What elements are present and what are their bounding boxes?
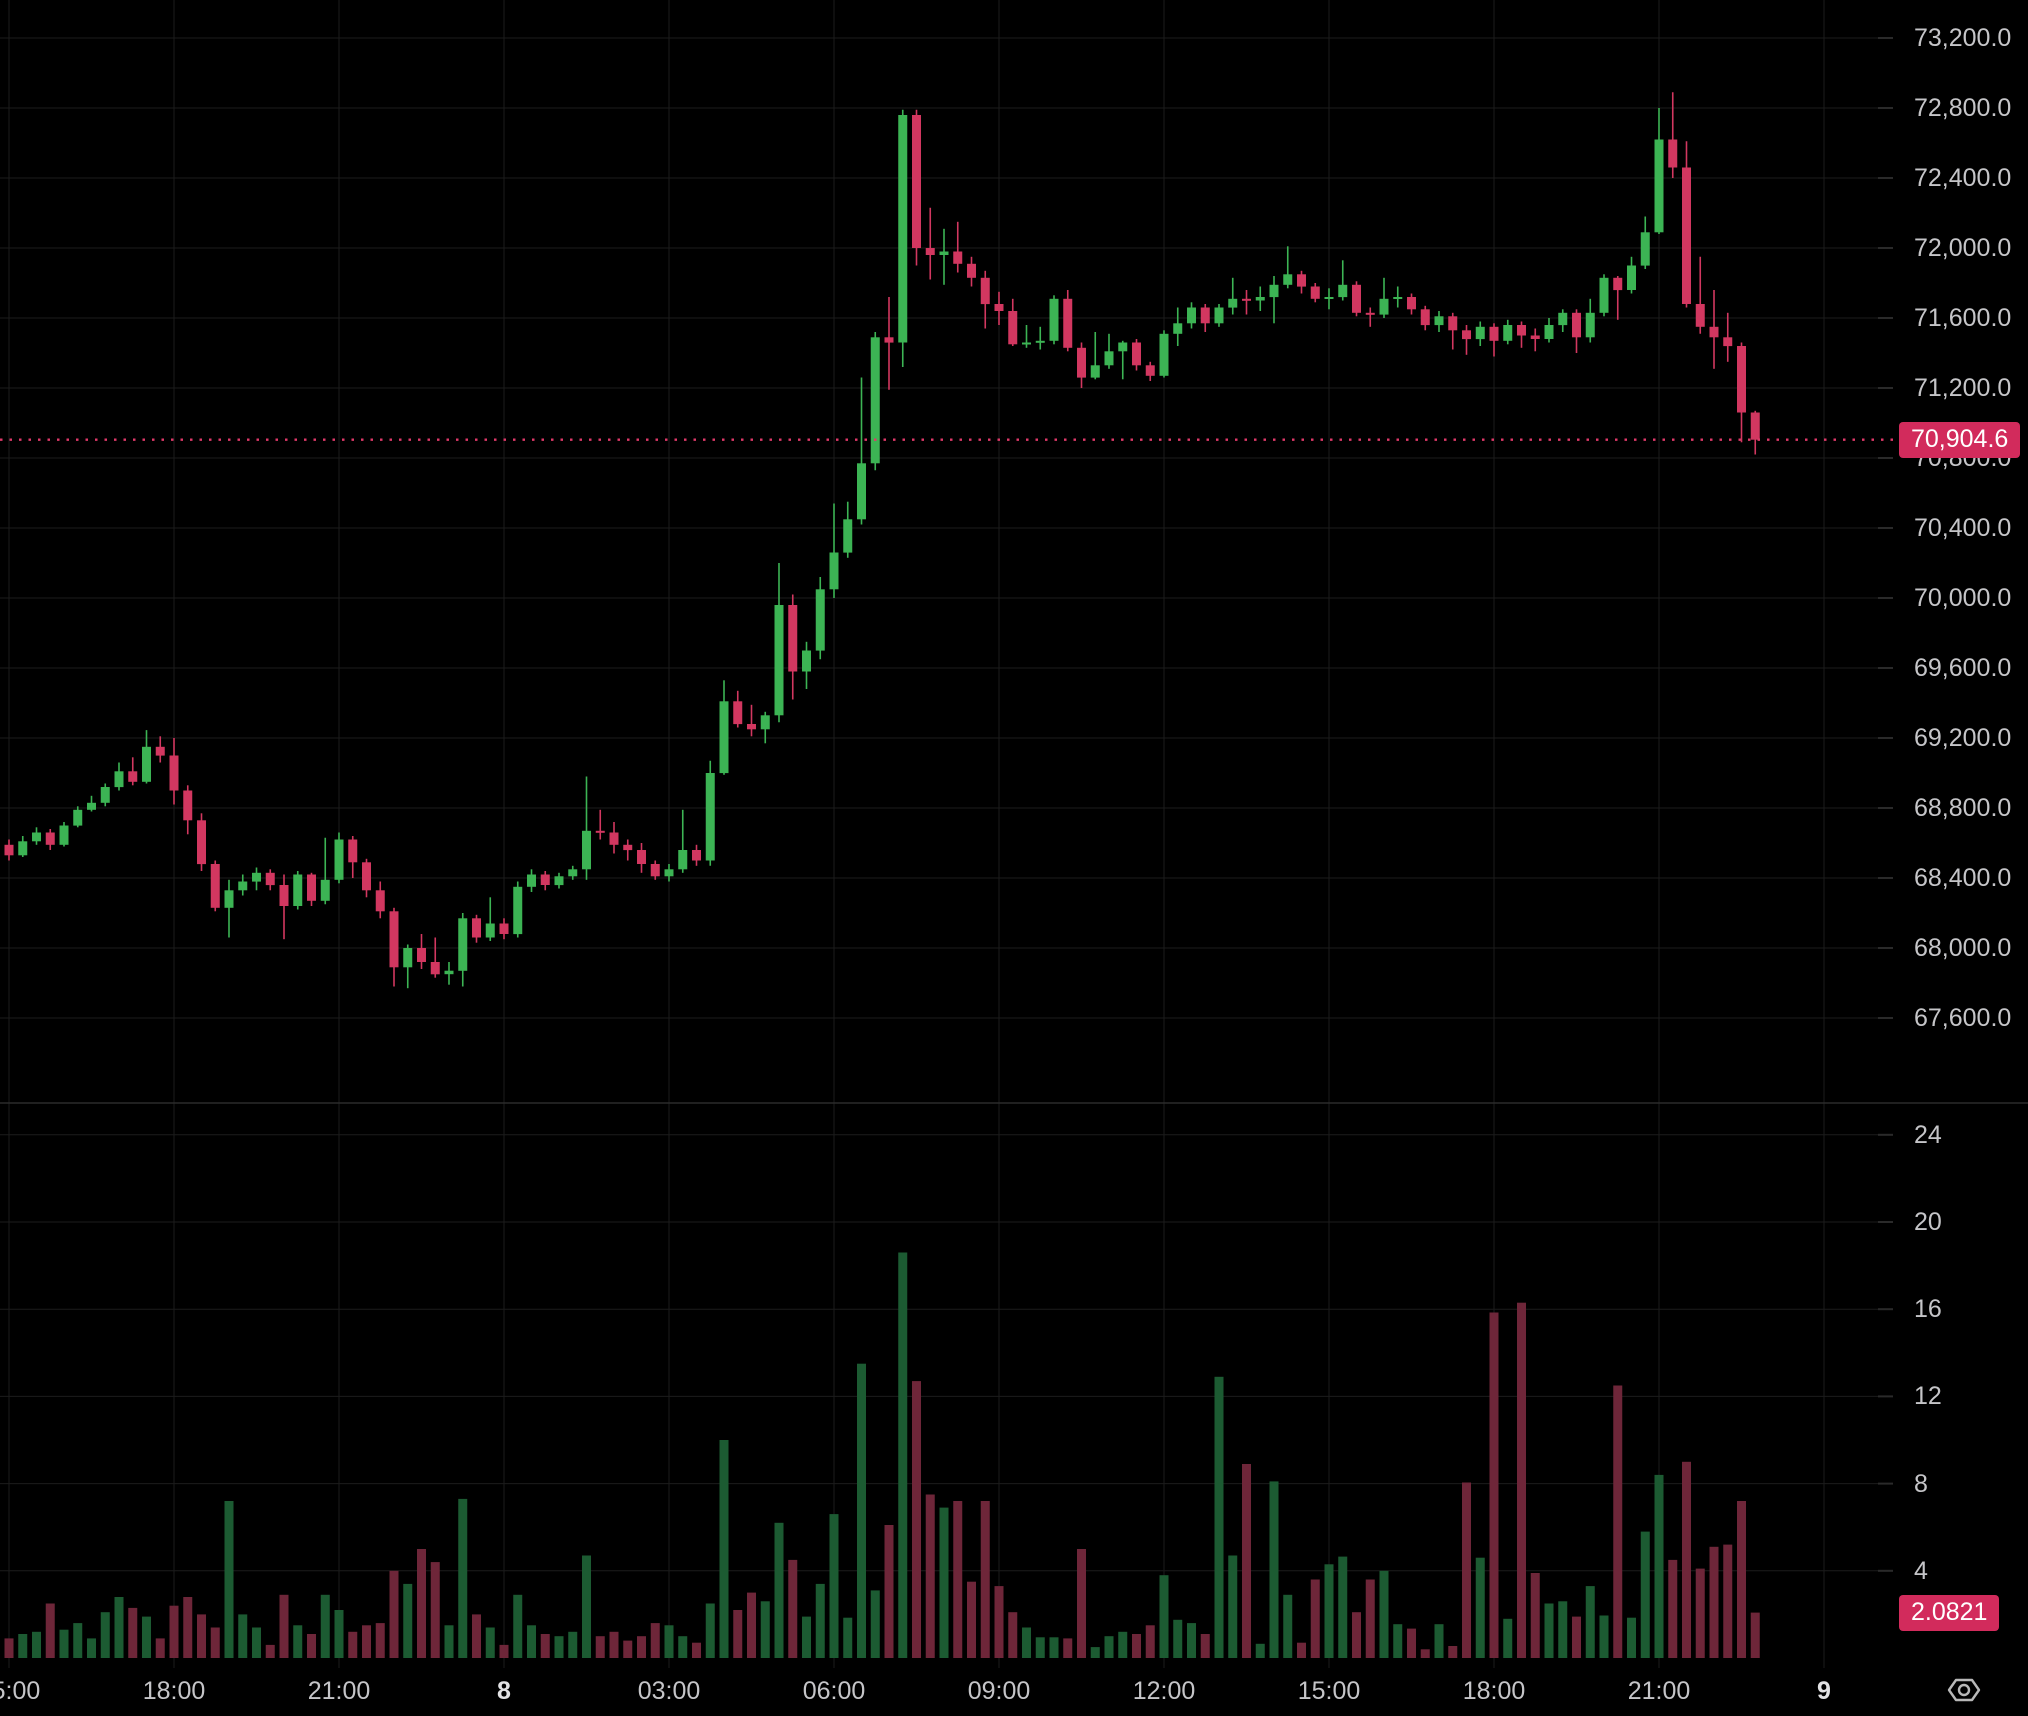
volume-axis-label: 8 [1914,1469,1928,1498]
price-axis-label: 69,200.0 [1914,724,2012,752]
time-axis-label: 03:00 [637,1677,701,1705]
price-axis-label: 72,400.0 [1914,164,2012,192]
settings-button[interactable] [1944,1670,1984,1710]
candlestick-pane [4,92,1760,989]
last-volume-badge: 2.0821 [1899,1594,2000,1631]
price-axis-label: 68,000.0 [1914,934,2012,962]
price-axis-label: 70,400.0 [1914,514,2012,542]
time-axis-label: 18:00 [142,1677,206,1705]
gear-icon [1947,1678,1981,1702]
time-axis-label: 9 [1817,1677,1831,1705]
time-axis-label: 09:00 [967,1677,1031,1705]
last-price-badge: 70,904.6 [1899,421,2021,458]
time-axis-label: 15:00 [1297,1677,1361,1705]
price-axis-label: 71,600.0 [1914,304,2012,332]
price-axis-label: 72,000.0 [1914,234,2012,262]
volume-axis-label: 24 [1914,1120,1942,1149]
volume-axis-label: 20 [1914,1208,1942,1236]
time-axis-label: 18:00 [1462,1677,1526,1705]
price-axis-label: 68,800.0 [1914,794,2012,822]
time-axis-label: 15:00 [0,1677,41,1705]
time-axis-label: 21:00 [1627,1677,1691,1705]
time-axis-label: 21:00 [307,1677,371,1705]
volume-axis-label: 12 [1914,1382,1942,1411]
time-axis-label: 12:00 [1132,1677,1196,1705]
price-axis-label: 69,600.0 [1914,654,2012,682]
volume-pane [4,1252,1760,1658]
volume-axis-label: 16 [1914,1295,1942,1324]
price-axis-label: 67,600.0 [1914,1004,2012,1032]
price-axis-label: 73,200.0 [1914,24,2012,52]
time-axis-label: 06:00 [802,1677,866,1705]
price-axis-label: 72,800.0 [1914,94,2012,122]
volume-axis-label: 4 [1914,1556,1928,1585]
price-axis-label: 70,000.0 [1914,584,2012,612]
time-axis-label: 8 [497,1677,511,1705]
grid-layer [0,0,2028,1668]
price-axis-label: 68,400.0 [1914,864,2012,892]
price-axis-label: 71,200.0 [1914,374,2012,402]
